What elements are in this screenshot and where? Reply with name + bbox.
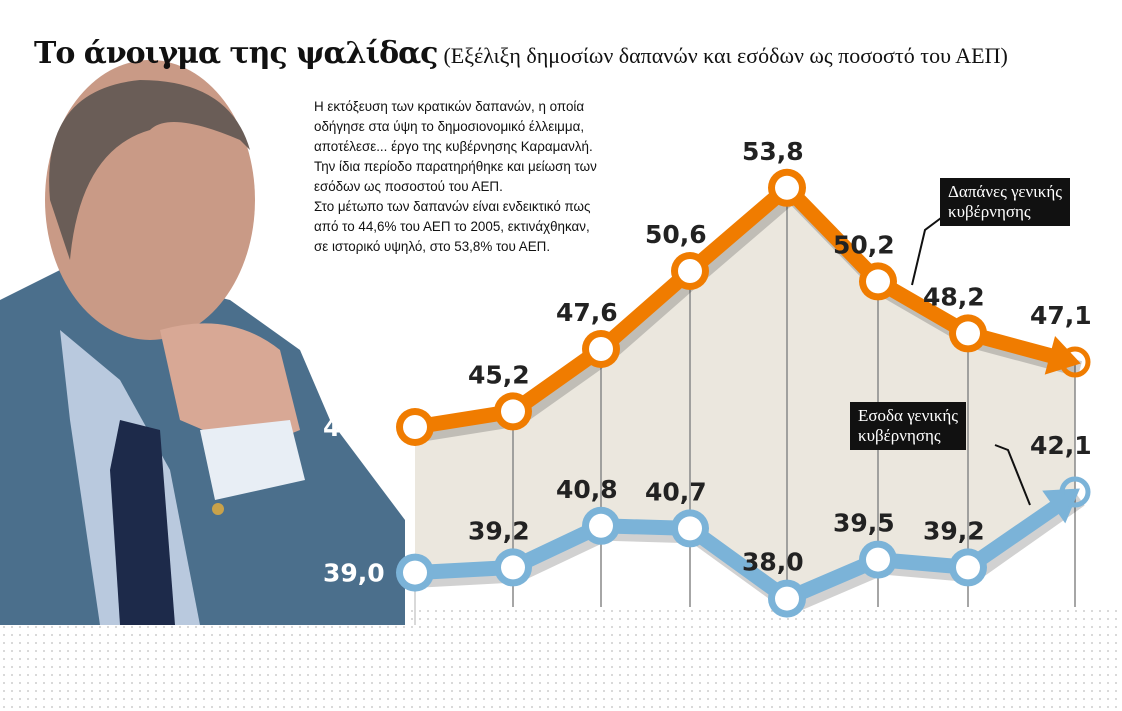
data-point-inner: [678, 259, 702, 283]
data-label: 48,2: [923, 282, 985, 311]
callout-expenses-line: Δαπάνες γενικής: [948, 182, 1062, 201]
data-label: 50,6: [645, 220, 707, 249]
callout-expenses: Δαπάνες γενικής κυβέρνησης: [940, 178, 1070, 226]
data-point-inner: [956, 321, 980, 346]
data-point-inner: [501, 555, 525, 580]
callout-revenues: Εσοδα γενικής κυβέρνησης: [850, 402, 967, 450]
title-main: Το άνοιγμα της ψαλίδας: [34, 36, 438, 71]
data-label: 53,8: [742, 137, 804, 166]
intro-line: Την ίδια περίοδο παρατηρήθηκε και μείωση…: [314, 159, 597, 174]
data-point-inner: [956, 555, 980, 580]
data-point-inner: [775, 175, 799, 200]
data-label: 50,2: [833, 230, 895, 259]
data-label: 39,2: [923, 516, 985, 545]
callout-revenues-line: Εσοδα γενικής: [858, 406, 959, 425]
callout-pointer: [911, 214, 946, 286]
intro-line: οδήγησε στα ύψη το δημοσιονομικό έλλειμμ…: [314, 119, 585, 134]
gap-area: [415, 187, 1075, 599]
callout-pointer: [994, 444, 1031, 506]
data-point-inner: [501, 399, 525, 424]
intro-line: σε ιστορικό υψηλό, στο 53,8% του ΑΕΠ.: [314, 239, 551, 254]
data-label: 39,0: [323, 559, 385, 588]
data-label: 44,6: [323, 413, 385, 442]
data-label: 47,1: [1030, 301, 1092, 330]
data-label: 42,1: [1030, 431, 1092, 460]
data-label: 47,6: [556, 298, 618, 327]
data-label: 39,5: [833, 509, 895, 538]
data-label: 39,2: [468, 516, 530, 545]
intro-text: Η εκτόξευση των κρατικών δαπανών, η οποί…: [314, 97, 644, 257]
data-point-inner: [403, 415, 427, 439]
callout-revenues-line: κυβέρνησης: [858, 426, 941, 445]
data-point-inner: [403, 560, 427, 585]
data-label: 45,2: [468, 360, 530, 389]
data-point-end: [1059, 346, 1091, 378]
callout-expenses-line: κυβέρνησης: [948, 202, 1031, 221]
data-point-inner: [866, 269, 890, 294]
intro-line: Η εκτόξευση των κρατικών δαπανών, η οποί…: [314, 99, 585, 114]
intro-line: αποτέλεσε... έργο της κυβέρνησης Καραμαν…: [314, 139, 593, 154]
chart-title: Το άνοιγμα της ψαλίδας (Εξέλιξη δημοσίων …: [34, 36, 1008, 71]
data-label: 40,8: [556, 475, 618, 504]
data-point-inner: [589, 513, 613, 538]
intro-line: από το 44,6% του ΑΕΠ το 2005, εκτινάχθηκ…: [314, 219, 590, 234]
data-label: 40,7: [645, 477, 707, 506]
data-point-inner: [775, 586, 799, 611]
data-point-end: [1059, 476, 1091, 508]
arrow-head: [1042, 488, 1080, 524]
data-point-inner: [589, 337, 613, 361]
title-subtitle: (Εξέλιξη δημοσίων δαπανών και εσόδων ως …: [443, 43, 1008, 68]
intro-line: Στο μέτωπο των δαπανών είναι ενδεικτικό …: [314, 199, 591, 214]
intro-line: εσόδων ως ποσοστού του ΑΕΠ.: [314, 179, 503, 194]
data-label: 38,0: [742, 548, 804, 577]
data-point-inner: [678, 516, 702, 541]
data-point-inner: [866, 547, 890, 572]
